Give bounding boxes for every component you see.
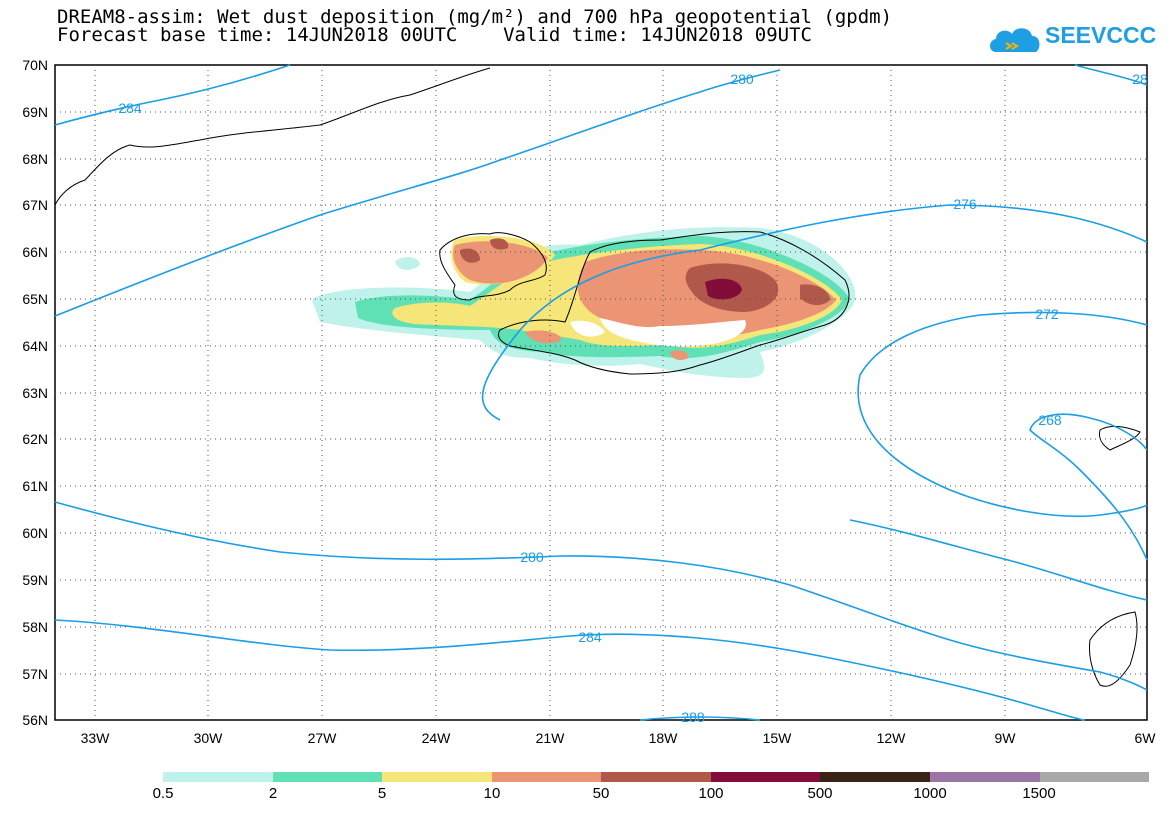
contour-label-268: 268 — [1038, 412, 1062, 428]
lon-label-30W: 30W — [193, 730, 223, 746]
colorbar-label: 500 — [807, 785, 833, 802]
lon-label-12W: 12W — [876, 730, 906, 746]
lat-label-63N: 63N — [22, 385, 48, 401]
map-subtitle: Forecast base time: 14JUN2018 00UTC Vali… — [57, 24, 812, 46]
colorbar-label: 10 — [483, 785, 501, 802]
cloud-logo-icon — [990, 28, 1040, 52]
colorbar-label: 100 — [698, 785, 724, 802]
colorbar-segment — [710, 772, 821, 782]
map-title: DREAM8-assim: Wet dust deposition (mg/m²… — [57, 6, 893, 28]
lon-label-18W: 18W — [648, 730, 678, 746]
lat-label-65N: 65N — [22, 291, 48, 307]
lat-label-66N: 66N — [22, 244, 48, 260]
contour-label-288: 288 — [681, 709, 705, 725]
lat-label-67N: 67N — [22, 197, 48, 213]
dust-deposition-shading — [312, 227, 856, 378]
contour-label-280-north: 280 — [730, 71, 754, 87]
colorbar-segment — [163, 772, 273, 782]
lon-label-24W: 24W — [421, 730, 451, 746]
contour-labels: 284 280 276 272 268 280 284 288 28 — [118, 71, 1148, 725]
lat-label-61N: 61N — [22, 478, 48, 494]
colorbar-label: 2 — [268, 785, 278, 802]
colorbar-segment — [1039, 772, 1150, 782]
colorbar-label: 1000 — [913, 785, 947, 802]
colorbar-segment — [601, 772, 711, 782]
lat-label-60N: 60N — [22, 525, 48, 541]
colorbar-segment — [272, 772, 383, 782]
contour-label-280-south: 280 — [520, 549, 544, 565]
lat-label-56N: 56N — [22, 712, 48, 728]
lon-label-6W: 6W — [1134, 730, 1156, 746]
lon-label-9W: 9W — [994, 730, 1016, 746]
lat-label-68N: 68N — [22, 151, 48, 167]
contour-label-276: 276 — [953, 196, 977, 212]
lon-label-27W: 27W — [307, 730, 337, 746]
colorbar-segment — [820, 772, 930, 782]
grid-lines — [55, 65, 1147, 720]
lat-label-62N: 62N — [22, 431, 48, 447]
contour-label-28: 28 — [1132, 71, 1148, 87]
lat-label-58N: 58N — [22, 619, 48, 635]
lat-label-59N: 59N — [22, 572, 48, 588]
lon-label-21W: 21W — [535, 730, 565, 746]
lat-label-57N: 57N — [22, 666, 48, 682]
lon-label-33W: 33W — [80, 730, 110, 746]
colorbar-label: 5 — [377, 785, 387, 802]
contour-label-272: 272 — [1035, 306, 1059, 322]
logo-text: SEEVCCC — [1045, 22, 1157, 48]
colorbar-label: 0.5 — [152, 785, 174, 802]
colorbar-segment — [382, 772, 492, 782]
lat-label-64N: 64N — [22, 338, 48, 354]
colorbar-segment — [929, 772, 1040, 782]
colorbar-label: 50 — [592, 785, 610, 802]
colorbar-label: 1500 — [1022, 785, 1056, 802]
contour-label-284-north: 284 — [118, 100, 142, 116]
colorbar — [163, 772, 1150, 782]
lon-label-15W: 15W — [762, 730, 792, 746]
lat-label-70N: 70N — [22, 57, 48, 73]
colorbar-segment — [491, 772, 602, 782]
coastlines — [54, 67, 1141, 687]
geopotential-contours — [54, 64, 1148, 721]
lat-label-69N: 69N — [22, 104, 48, 120]
contour-label-284-south: 284 — [578, 629, 602, 645]
